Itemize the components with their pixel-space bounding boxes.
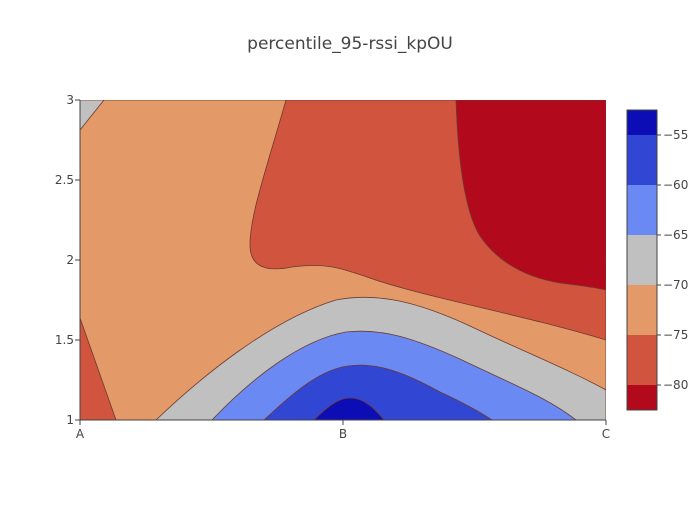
y-tick-label: 3 — [66, 93, 74, 107]
colorbar-tick-label: −80 — [663, 378, 688, 392]
colorbar-outline — [626, 109, 658, 411]
contour-band-grey-topleft — [80, 100, 105, 131]
y-axis: 1 1.5 2 2.5 3 — [55, 93, 81, 427]
colorbar-band — [627, 385, 657, 410]
colorbar-band — [627, 285, 657, 335]
y-tick-label: 2 — [66, 253, 74, 267]
x-tick-label: C — [602, 427, 610, 441]
colorbar-tick-label: −60 — [663, 178, 688, 192]
colorbar-tick-label: −65 — [663, 228, 688, 242]
colorbar-band — [627, 110, 657, 135]
colorbar-tick-label: −75 — [663, 328, 688, 342]
x-tick-label: B — [339, 427, 347, 441]
colorbar: −55 −60 −65 −70 −75 −80 — [626, 109, 688, 411]
y-tick-label: 2.5 — [55, 173, 74, 187]
y-tick-label: 1 — [66, 413, 74, 427]
contour-band-blue — [263, 364, 493, 420]
contour-band-red-left — [80, 317, 117, 420]
y-tick-label: 1.5 — [55, 333, 74, 347]
colorbar-band — [627, 235, 657, 285]
colorbar-tick-label: −55 — [663, 128, 688, 142]
contour-band-darkblue — [313, 397, 385, 420]
contour-band-darkred — [455, 100, 606, 291]
colorbar-band — [627, 185, 657, 235]
chart-title: percentile_95-rssi_kpOU — [247, 34, 453, 54]
x-axis: A B C — [76, 419, 610, 441]
colorbar-tick-label: −70 — [663, 278, 688, 292]
colorbar-band — [627, 135, 657, 185]
plot-area — [80, 100, 606, 420]
colorbar-band — [627, 335, 657, 385]
x-tick-label: A — [76, 427, 85, 441]
